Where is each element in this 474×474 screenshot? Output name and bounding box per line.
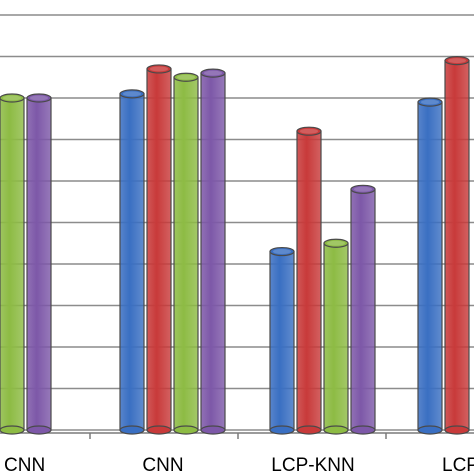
x-axis	[0, 432, 474, 439]
bar	[417, 97, 443, 435]
bar	[323, 238, 349, 435]
bar	[26, 93, 52, 435]
gridlines	[0, 14, 474, 431]
x-tick-label: CNN	[4, 455, 45, 474]
bar	[269, 246, 295, 435]
bar	[146, 64, 172, 435]
bar	[200, 68, 226, 435]
bar	[444, 56, 470, 435]
x-tick-label: CNN	[142, 455, 183, 474]
bar	[0, 93, 25, 435]
x-tick-labels: CNN CNN LCP-KNN LCP-SV	[4, 455, 474, 474]
bar	[173, 72, 199, 435]
bar	[296, 126, 322, 435]
bar	[350, 184, 376, 435]
x-tick-label: LCP-KNN	[271, 455, 354, 474]
x-tick-label: LCP-SV	[442, 455, 474, 474]
bars	[0, 56, 470, 435]
bar	[119, 89, 145, 435]
